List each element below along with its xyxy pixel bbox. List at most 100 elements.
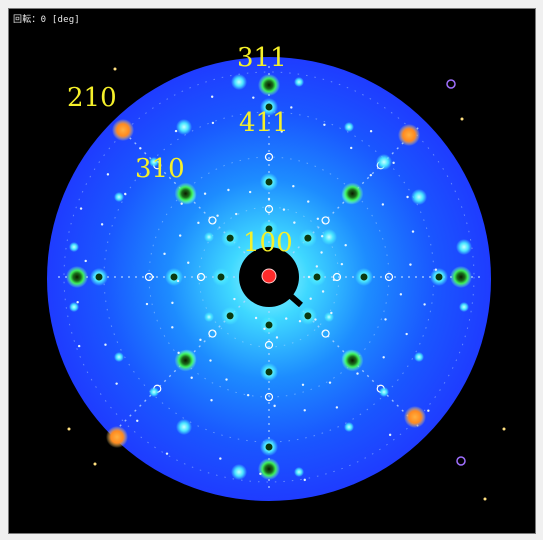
label-100: 100 — [243, 228, 293, 258]
minor-spot — [434, 268, 438, 271]
orange-spot — [112, 119, 134, 141]
secondary-spot — [456, 239, 472, 255]
minor-spot — [252, 96, 255, 99]
minor-spot — [174, 129, 178, 133]
diffraction-spot-ring — [321, 329, 330, 338]
secondary-spot — [414, 352, 424, 362]
diffraction-spot-core — [265, 321, 273, 329]
minor-spot — [405, 332, 408, 336]
outer-spot — [502, 427, 506, 431]
minor-spot — [104, 343, 107, 346]
minor-spot — [307, 275, 311, 279]
minor-spot — [381, 203, 385, 206]
strong-spot — [450, 266, 472, 288]
diffraction-spot-core — [170, 273, 178, 281]
ring — [63, 71, 475, 483]
minor-spot — [199, 338, 202, 342]
minor-spot — [233, 297, 236, 301]
minor-spot — [163, 252, 166, 256]
minor-spot — [409, 263, 412, 266]
diffraction-spot-core — [265, 368, 273, 376]
secondary-spot — [344, 122, 354, 132]
minor-spot — [145, 302, 149, 306]
secondary-spot — [231, 464, 247, 480]
minor-spot — [100, 223, 104, 226]
minor-spot — [211, 121, 215, 125]
secondary-spot — [204, 232, 214, 242]
secondary-spot — [69, 302, 79, 312]
minor-spot — [219, 457, 222, 460]
secondary-spot — [379, 387, 389, 397]
diffraction-spots — [66, 74, 472, 482]
minor-spot — [315, 265, 319, 268]
diffraction-spot-core — [265, 443, 273, 451]
minor-spot — [290, 106, 293, 109]
minor-spot — [176, 279, 180, 283]
minor-spot — [320, 251, 323, 254]
minor-spot — [314, 318, 317, 321]
strong-spot — [341, 182, 364, 205]
outer-spot — [93, 462, 97, 466]
beam-stop-arm — [283, 288, 303, 308]
minor-spot — [180, 202, 183, 205]
diffraction-spot-ring — [196, 272, 206, 282]
minor-spot — [388, 433, 392, 437]
secondary-spot — [149, 157, 159, 167]
minor-spot — [139, 147, 142, 150]
secondary-spot — [114, 192, 124, 202]
outer-spot — [113, 67, 117, 71]
secondary-spot — [459, 302, 469, 312]
ring — [198, 206, 340, 348]
minor-spot — [280, 130, 283, 133]
minor-spot — [332, 278, 336, 282]
diffraction-spot-ring — [321, 216, 330, 225]
minor-spot — [246, 393, 250, 397]
diffraction-spot-ring — [208, 216, 217, 225]
minor-spot — [259, 472, 262, 476]
minor-spot — [411, 230, 415, 233]
minor-spot — [209, 359, 212, 362]
secondary-spot — [149, 387, 159, 397]
diffraction-spot-core — [226, 312, 234, 320]
minor-spot — [197, 221, 200, 225]
diffraction-spot-core — [360, 273, 368, 281]
minor-spot — [171, 301, 174, 305]
minor-spot — [335, 406, 339, 409]
minor-spot — [382, 356, 385, 359]
minor-spot — [165, 452, 169, 455]
minor-spot — [328, 381, 332, 384]
diffraction-image: 311 210 411 310 100 — [47, 43, 506, 501]
minor-spot — [216, 214, 219, 217]
minor-spot — [77, 344, 81, 348]
secondary-spot — [231, 74, 247, 90]
minor-spot — [187, 261, 190, 264]
diffraction-spot-ring — [264, 152, 274, 162]
diffraction-spot-core — [435, 273, 443, 281]
secondary-spot — [294, 467, 304, 477]
orange-spot — [106, 426, 128, 448]
secondary-spot — [324, 312, 334, 322]
secondary-spot — [411, 189, 427, 205]
diffraction-spot-core — [95, 273, 103, 281]
minor-spot — [267, 197, 271, 201]
orange-spot — [398, 124, 420, 146]
minor-spot — [263, 327, 266, 331]
diffraction-spot-ring — [264, 204, 274, 214]
diffraction-spot-ring — [264, 340, 274, 350]
strong-spot — [258, 458, 280, 480]
label-411: 411 — [239, 108, 289, 138]
secondary-spot — [204, 312, 214, 322]
diffraction-spot-core — [265, 178, 273, 186]
minor-spot — [84, 259, 87, 263]
minor-spot — [151, 275, 155, 279]
minor-spot — [323, 123, 326, 126]
minor-spot — [292, 185, 295, 188]
secondary-spot — [114, 352, 124, 362]
minor-spot — [301, 383, 305, 386]
outer-spot — [483, 497, 487, 501]
minor-spot — [273, 404, 276, 408]
minor-spot — [235, 212, 238, 216]
minor-spot — [369, 129, 373, 133]
outer-spot — [446, 79, 456, 89]
minor-spot — [298, 320, 302, 323]
